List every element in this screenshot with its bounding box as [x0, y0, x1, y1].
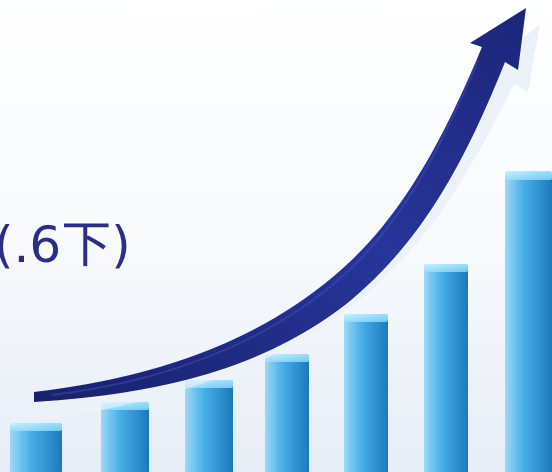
- arrow-shadow: [44, 24, 540, 420]
- bar-2: [101, 402, 149, 472]
- bar-5: [344, 314, 388, 472]
- bar-6: [424, 264, 468, 472]
- caption-text: (.6下): [0, 216, 131, 274]
- bar-3: [185, 380, 233, 472]
- bars-group: [10, 171, 552, 472]
- bar-7: [505, 171, 552, 472]
- upward-curved-arrow-icon: [34, 8, 526, 402]
- bar-4: [265, 354, 309, 472]
- bar-1: [10, 423, 62, 472]
